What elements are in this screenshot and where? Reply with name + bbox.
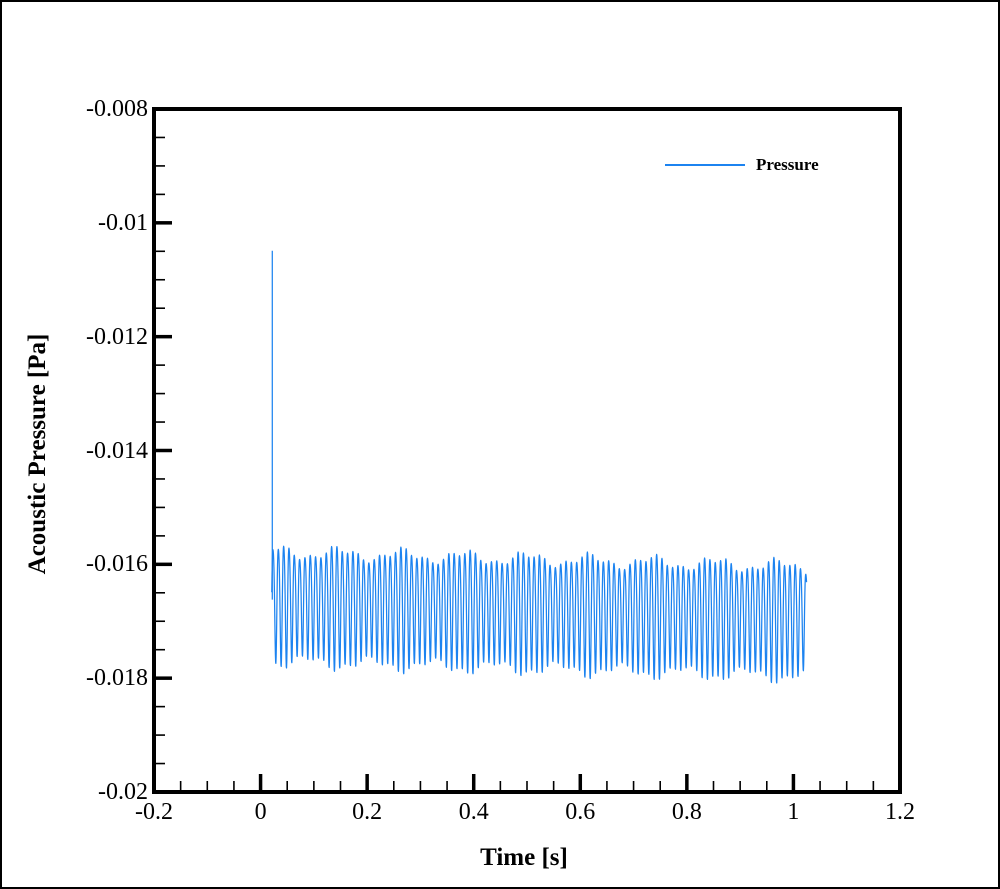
y-tick-label: -0.016 xyxy=(86,551,148,578)
y-tick-label: -0.012 xyxy=(86,323,148,350)
x-tick-label: -0.2 xyxy=(135,799,173,825)
x-axis-title: Time [s] xyxy=(480,844,568,871)
x-tick-label: 0.8 xyxy=(671,799,702,825)
plot-frame xyxy=(152,107,902,794)
x-tick-label: 1.2 xyxy=(885,799,915,825)
legend-label: Pressure xyxy=(756,155,819,174)
y-tick-label: -0.02 xyxy=(98,779,148,805)
x-tick-label: 0.2 xyxy=(352,799,383,825)
x-tick-label: 1 xyxy=(787,799,800,825)
pressure-curve xyxy=(271,545,808,684)
y-tick-label: -0.014 xyxy=(86,437,148,464)
legend: Pressure xyxy=(665,154,819,176)
x-tick-label: 0.6 xyxy=(565,799,596,825)
x-tick-label: 0.4 xyxy=(458,799,489,825)
y-axis-title: Acoustic Pressure [Pa] xyxy=(24,333,51,575)
legend-line-swatch xyxy=(665,164,745,166)
y-tick-label: -0.01 xyxy=(98,209,148,236)
x-tick-label: 0 xyxy=(254,799,267,825)
y-tick-label: -0.018 xyxy=(86,665,148,692)
y-tick-label: -0.008 xyxy=(86,96,148,122)
